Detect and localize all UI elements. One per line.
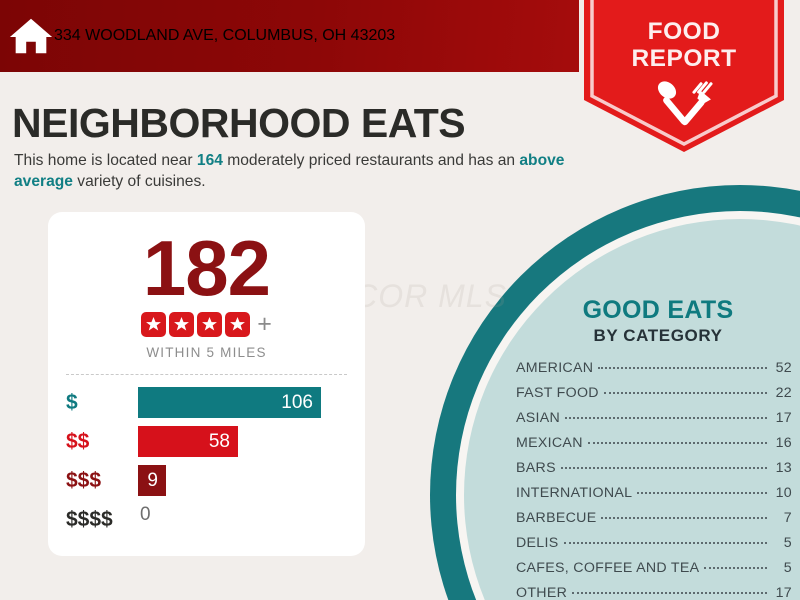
good-eats-list: AMERICAN 52 FAST FOOD 22 ASIAN 17 MEXICAN 16 BAR… [516, 360, 800, 600]
leader-dots [598, 367, 767, 369]
food-report-badge: FOOD REPORT [584, 0, 784, 152]
good-eats-title: GOOD EATS [582, 296, 734, 324]
spoon-fork-icon [657, 81, 713, 126]
subtitle-highlight-count: 164 [196, 152, 223, 169]
category-name: ASIAN [516, 410, 561, 426]
price-tier-track: 0 [138, 504, 355, 535]
category-row: AMERICAN 52 [516, 360, 792, 385]
subtitle-part-1: This home is located near [14, 152, 197, 169]
price-tier-row: $$$$ 0 [66, 502, 355, 537]
price-tier-row: $$ 58 [66, 424, 355, 459]
price-tier-bar: 9 [138, 465, 166, 496]
price-tier-track: 58 [138, 426, 355, 457]
subtitle-part-2: moderately priced restaurants and has an [222, 152, 520, 169]
price-tier-track: 9 [138, 465, 355, 496]
category-row: ASIAN 17 [516, 410, 792, 435]
price-tier-value: 0 [140, 504, 151, 525]
badge-shield-shape [584, 0, 784, 152]
category-count: 5 [783, 535, 792, 551]
category-name: INTERNATIONAL [516, 485, 633, 501]
category-name: FAST FOOD [516, 385, 599, 401]
category-row: DELIS 5 [516, 535, 792, 560]
star-plus-symbol: + [257, 310, 272, 338]
leader-dots [603, 392, 767, 394]
star-icon [197, 312, 223, 337]
category-count: 7 [783, 510, 792, 526]
price-tier-label: $ [66, 390, 78, 414]
star-icon [169, 312, 195, 337]
price-tier-label: $$$ [66, 468, 102, 492]
page-subtitle: This home is located near 164 moderately… [14, 150, 574, 192]
category-name: BARBECUE [516, 510, 597, 526]
category-name: AMERICAN [516, 360, 594, 376]
price-tier-value: 106 [281, 391, 313, 413]
category-row: BARS 13 [516, 460, 792, 485]
star-rating: + [48, 312, 365, 337]
price-tier-bar: 106 [138, 387, 321, 418]
category-row: INTERNATIONAL 10 [516, 485, 792, 510]
price-tier-value: 58 [208, 430, 230, 452]
category-name: BARS [516, 460, 556, 476]
category-count: 52 [775, 360, 792, 376]
category-count: 16 [775, 435, 792, 451]
category-row: FAST FOOD 22 [516, 385, 792, 410]
price-tier-row: $$$ 9 [66, 463, 355, 498]
price-tier-label: $$$$ [66, 507, 113, 531]
leader-dots [563, 542, 767, 544]
page-title: NEIGHBORHOOD EATS [12, 100, 466, 146]
leader-dots [560, 467, 767, 469]
price-tier-chart: $106 $$ 58 $$$ 9 $$$$ 0 [48, 385, 365, 537]
category-count: 17 [775, 410, 792, 426]
category-count: 13 [775, 460, 792, 476]
subtitle-part-3: variety of cuisines. [72, 173, 206, 190]
leader-dots [572, 592, 767, 594]
category-name: CAFES, COFFEE AND TEA [516, 560, 700, 576]
stat-card: 182 + WITHIN 5 MILES $106 $$ 58 $$$ 9 $$$$ 0 [48, 212, 365, 556]
header-address: 334 WOODLAND AVE, COLUMBUS, OH 43203 [54, 27, 396, 44]
good-eats-panel: GOOD EATS BY CATEGORY AMERICAN 52 FAST FOO… [516, 296, 800, 600]
price-tier-label: $$ [66, 429, 90, 453]
leader-dots [704, 567, 767, 569]
price-tier-value: 9 [147, 469, 158, 491]
restaurant-count: 182 [142, 224, 271, 312]
price-tier-track: 106 [138, 387, 355, 418]
category-name: MEXICAN [516, 435, 583, 451]
category-count: 22 [775, 385, 792, 401]
leader-dots [601, 517, 767, 519]
category-row: OTHER 17 [516, 585, 792, 600]
category-row: BARBECUE 7 [516, 510, 792, 535]
radius-caption: WITHIN 5 MILES [146, 345, 267, 360]
category-count: 10 [775, 485, 792, 501]
category-count: 17 [775, 585, 792, 600]
price-tier-bar: 58 [138, 426, 238, 457]
good-eats-subtitle: BY CATEGORY [593, 326, 723, 345]
star-icon [141, 312, 167, 337]
subtitle-highlight-rating: above average [14, 152, 565, 190]
card-divider [66, 374, 347, 375]
category-count: 5 [783, 560, 792, 576]
category-name: OTHER [516, 585, 568, 600]
price-tier-row: $106 [66, 385, 355, 420]
leader-dots [565, 417, 767, 419]
header-bar: 334 WOODLAND AVE, COLUMBUS, OH 43203 [0, 0, 579, 72]
category-row: CAFES, COFFEE AND TEA 5 [516, 560, 792, 585]
category-row: MEXICAN 16 [516, 435, 792, 460]
category-name: DELIS [516, 535, 559, 551]
star-icon [225, 312, 251, 337]
leader-dots [587, 442, 767, 444]
house-icon [9, 18, 53, 54]
leader-dots [637, 492, 767, 494]
